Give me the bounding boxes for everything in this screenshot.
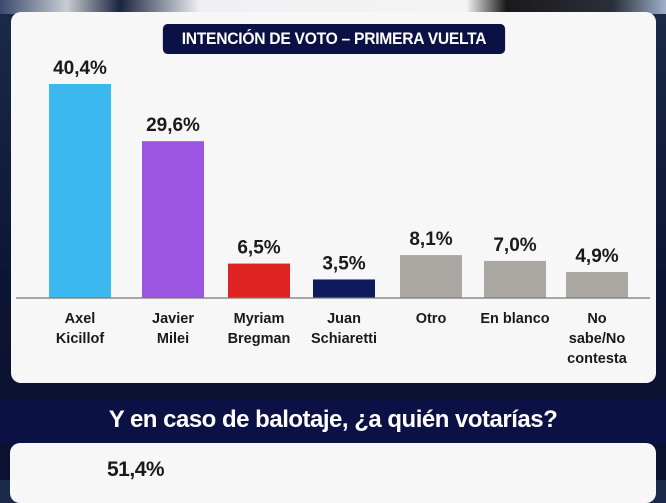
category-label: Bregman	[228, 331, 291, 347]
chart-title: INTENCIÓN DE VOTO – PRIMERA VUELTA	[162, 24, 506, 54]
bar	[49, 84, 111, 298]
bar	[313, 279, 375, 298]
value-label: 29,6%	[146, 115, 200, 136]
bar	[566, 272, 628, 298]
category-label: contesta	[567, 351, 628, 367]
value-label: 3,5%	[322, 253, 365, 274]
chart-panel	[11, 12, 656, 383]
bar	[142, 141, 204, 298]
runoff-question: Y en caso de balotaje, ¿a quién votarías…	[108, 406, 558, 433]
category-label: Kicillof	[56, 331, 105, 347]
category-label: sabe/No	[569, 331, 626, 347]
value-label: 6,5%	[237, 238, 280, 259]
value-label: 40,4%	[53, 58, 107, 79]
category-label: Myriam	[234, 311, 285, 327]
category-label: Otro	[416, 311, 447, 327]
category-label: Axel	[65, 311, 96, 327]
bar	[400, 255, 462, 298]
bar	[228, 263, 290, 298]
value-label: 8,1%	[409, 229, 452, 250]
category-label: Javier	[152, 311, 194, 327]
value-label: 4,9%	[575, 246, 618, 267]
category-label: No	[587, 311, 606, 327]
question-band	[0, 398, 666, 443]
category-label: En blanco	[480, 311, 549, 327]
category-label: Milei	[157, 331, 189, 347]
category-label: Juan	[327, 311, 361, 327]
runoff-value-label: 51,4%	[107, 458, 165, 481]
bar-chart: 40,4% Axel Kicillof 29,6% Javier Milei 6,5% Myr…	[16, 58, 650, 367]
category-label: Schiaretti	[311, 331, 377, 347]
bar	[484, 260, 546, 298]
header-photo-strip	[0, 0, 666, 14]
value-label: 7,0%	[493, 235, 536, 256]
